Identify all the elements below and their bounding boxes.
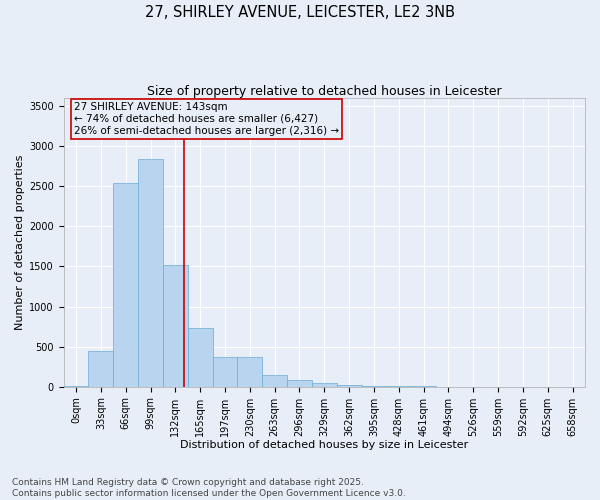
Bar [287, 380, 312, 386]
Bar [312, 382, 337, 386]
Bar [113, 183, 138, 386]
Bar [238, 357, 262, 386]
Bar [188, 328, 212, 386]
Bar [88, 350, 113, 386]
Bar [337, 385, 362, 386]
Text: Contains HM Land Registry data © Crown copyright and database right 2025.
Contai: Contains HM Land Registry data © Crown c… [12, 478, 406, 498]
X-axis label: Distribution of detached houses by size in Leicester: Distribution of detached houses by size … [180, 440, 469, 450]
Text: 27 SHIRLEY AVENUE: 143sqm
← 74% of detached houses are smaller (6,427)
26% of se: 27 SHIRLEY AVENUE: 143sqm ← 74% of detac… [74, 102, 339, 136]
Text: 27, SHIRLEY AVENUE, LEICESTER, LE2 3NB: 27, SHIRLEY AVENUE, LEICESTER, LE2 3NB [145, 5, 455, 20]
Bar [212, 357, 238, 386]
Title: Size of property relative to detached houses in Leicester: Size of property relative to detached ho… [147, 85, 502, 98]
Y-axis label: Number of detached properties: Number of detached properties [15, 154, 25, 330]
Bar [262, 374, 287, 386]
Bar [163, 265, 188, 386]
Bar [138, 159, 163, 386]
